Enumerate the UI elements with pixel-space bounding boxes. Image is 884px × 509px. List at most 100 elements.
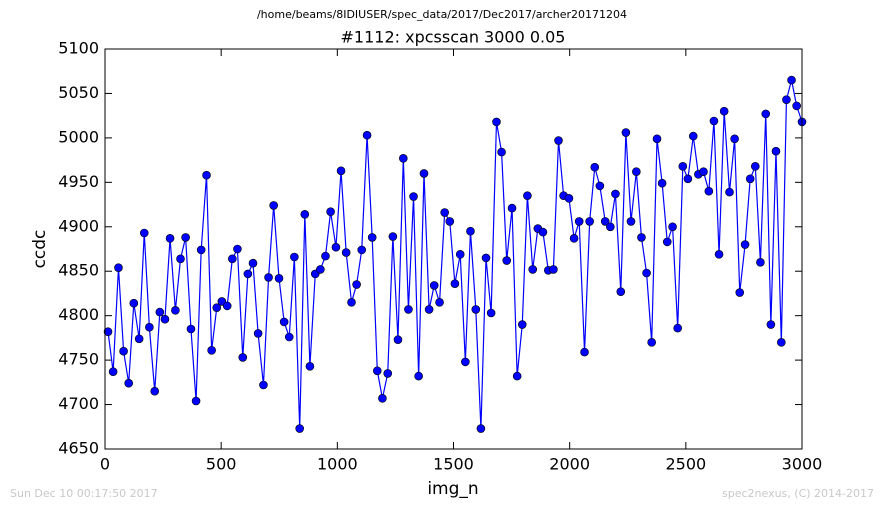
data-point: [316, 265, 325, 274]
data-point: [486, 308, 496, 318]
data-point: [455, 250, 465, 259]
data-point: [709, 116, 719, 126]
data-point: [399, 154, 408, 163]
data-point: [253, 329, 263, 338]
x-tick-label: 0: [100, 455, 110, 474]
x-tick-label: 3000: [782, 455, 823, 474]
footer-right: spec2nexus, (C) 2014-2017: [722, 487, 874, 500]
data-point: [683, 174, 693, 184]
y-tick-label: 4650: [58, 439, 99, 458]
data-point: [347, 298, 356, 307]
data-point: [341, 248, 351, 257]
data-point: [295, 424, 304, 433]
data-point: [668, 222, 677, 232]
data-point: [756, 258, 765, 267]
data-point: [502, 256, 512, 265]
data-point: [155, 307, 165, 317]
data-point: [445, 217, 455, 226]
data-point: [590, 162, 600, 172]
data-point: [362, 130, 372, 140]
data-point: [367, 233, 377, 242]
data-point: [787, 75, 796, 85]
data-point: [134, 334, 144, 344]
data-point: [792, 101, 801, 111]
y-tick-label: 4950: [58, 172, 99, 191]
data-point: [606, 222, 615, 232]
data-point: [554, 136, 563, 145]
data-point: [435, 298, 444, 307]
plot-frame: [104, 48, 803, 450]
data-point: [404, 305, 413, 314]
data-point: [497, 147, 506, 157]
data-point: [450, 279, 460, 288]
data-point: [492, 117, 501, 127]
data-point: [388, 232, 398, 241]
y-tick-label: 4700: [58, 394, 99, 413]
data-point: [662, 237, 672, 247]
data-point: [424, 305, 434, 314]
data-point: [150, 386, 160, 396]
data-point: [228, 254, 237, 264]
data-point: [549, 265, 558, 274]
y-tick-label: 4850: [58, 261, 99, 280]
y-tick-label: 4800: [58, 305, 99, 324]
data-point: [124, 378, 133, 388]
data-point: [657, 178, 667, 188]
data-point: [678, 162, 688, 171]
data-point: [740, 240, 750, 249]
data-point: [440, 208, 449, 217]
data-point: [160, 314, 170, 324]
data-point: [300, 210, 310, 219]
data-point: [637, 233, 646, 242]
data-point: [745, 174, 755, 184]
data-point: [212, 303, 222, 312]
data-point: [595, 181, 605, 191]
data-point: [352, 280, 361, 289]
data-point: [290, 252, 299, 262]
data-point: [735, 288, 745, 297]
data-point: [642, 268, 651, 278]
data-point: [528, 265, 538, 274]
data-point: [574, 217, 584, 226]
data-point: [647, 338, 656, 347]
data-point: [673, 323, 683, 333]
data-point: [103, 327, 113, 336]
data-point: [196, 245, 206, 255]
data-point: [585, 217, 594, 226]
data-point: [114, 263, 123, 272]
x-tick-label: 2500: [665, 455, 706, 474]
x-tick-label: 2000: [549, 455, 590, 474]
data-point: [279, 317, 289, 327]
data-point: [186, 324, 196, 334]
data-point: [243, 269, 253, 279]
data-point: [626, 217, 636, 226]
data-point: [139, 228, 149, 238]
data-point: [600, 217, 610, 226]
y-tick-label: 5100: [58, 39, 99, 58]
data-point: [761, 109, 771, 119]
x-tick-label: 1000: [317, 455, 358, 474]
series-line: [107, 79, 803, 429]
data-point: [176, 254, 185, 264]
data-point: [777, 338, 786, 347]
x-tick-label: 500: [206, 455, 237, 474]
data-point: [222, 301, 232, 311]
data-point: [326, 207, 335, 216]
data-point: [181, 233, 190, 242]
data-point: [461, 357, 470, 367]
data-point: [632, 167, 641, 176]
data-point: [751, 162, 760, 171]
data-point: [145, 322, 154, 332]
data-point: [305, 362, 315, 371]
data-point: [284, 332, 294, 342]
data-point: [481, 253, 491, 263]
data-point: [699, 167, 708, 176]
data-point: [372, 366, 382, 376]
data-point: [652, 134, 662, 144]
chart-subtitle: #1112: xpcsscan 3000 0.05: [341, 28, 566, 47]
data-point: [719, 106, 729, 116]
data-point: [165, 234, 175, 243]
data-point: [688, 131, 698, 141]
data-point: [714, 250, 724, 259]
